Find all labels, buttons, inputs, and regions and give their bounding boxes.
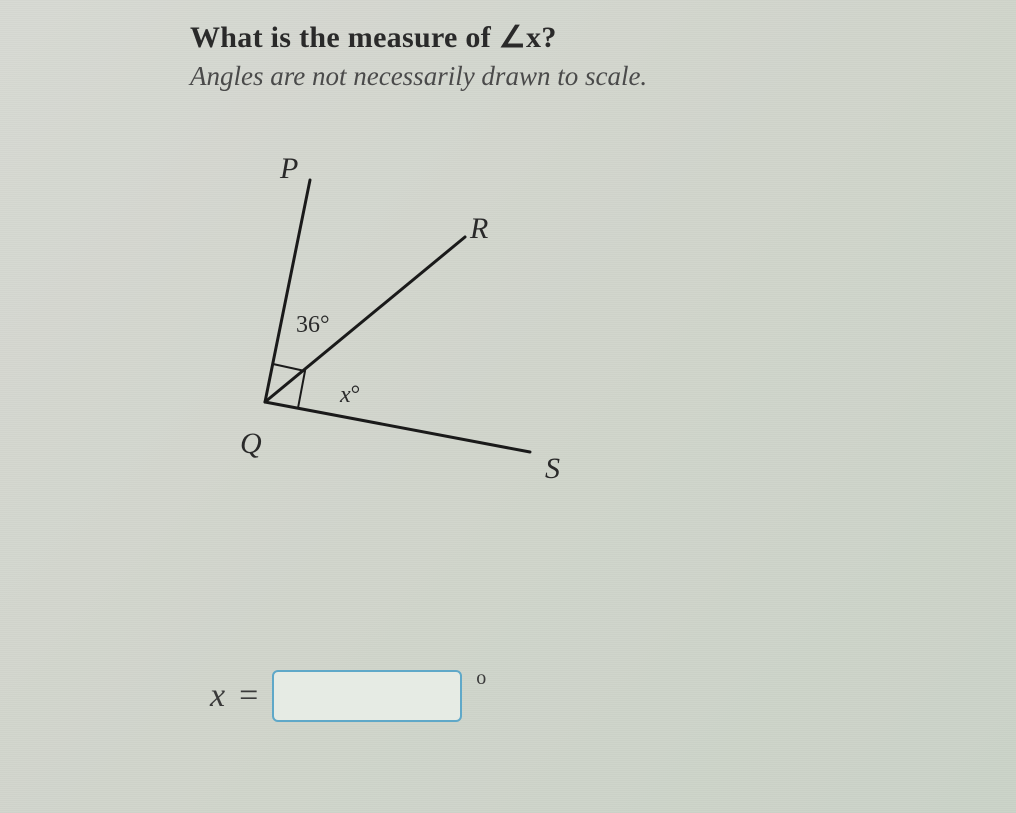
- point-label-S: S: [545, 452, 560, 486]
- answer-lhs: x: [210, 677, 225, 715]
- question-note: Angles are not necessarily drawn to scal…: [190, 61, 950, 92]
- right-angle-marker: [273, 364, 305, 408]
- answer-unit: o: [476, 667, 486, 690]
- angle-label-x: x°: [340, 382, 360, 409]
- point-label-P: P: [280, 152, 298, 186]
- point-label-R: R: [470, 212, 488, 246]
- problem-content: What is the measure of ∠x? Angles are no…: [190, 20, 950, 532]
- answer-input[interactable]: [272, 670, 462, 722]
- angle-36-value: 36: [296, 312, 320, 338]
- answer-row: x = o: [210, 670, 486, 722]
- point-label-Q: Q: [240, 427, 262, 461]
- angle-x-var: x: [340, 382, 351, 408]
- angle-diagram: P R S Q 36° x°: [210, 152, 710, 532]
- angle-x-unit: °: [351, 382, 361, 408]
- angle-36-unit: °: [320, 312, 330, 338]
- angle-label-36: 36°: [296, 312, 330, 339]
- ray-QS: [265, 402, 530, 452]
- diagram-svg: [210, 152, 710, 532]
- ray-QR: [265, 237, 465, 402]
- answer-eq: =: [239, 677, 258, 715]
- question-prompt: What is the measure of ∠x?: [190, 20, 950, 55]
